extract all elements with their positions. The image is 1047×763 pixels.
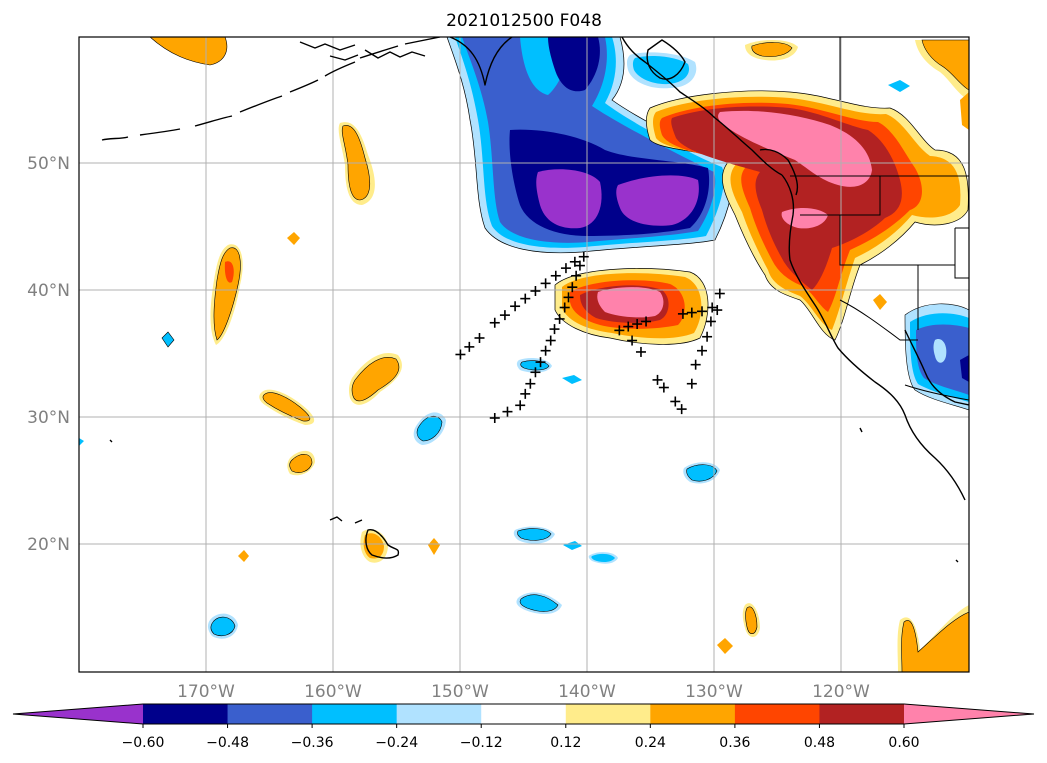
trajectory-marker <box>578 251 589 262</box>
trajectory-marker <box>614 325 625 336</box>
trajectory-marker <box>489 317 500 328</box>
anomaly-fields <box>79 37 969 672</box>
trajectory-marker <box>632 319 643 330</box>
lon-label-140w: 140°W <box>558 682 616 702</box>
gridlines <box>79 37 969 672</box>
map-title: 2021012500 F048 <box>446 11 602 31</box>
trajectory-marker <box>676 404 687 415</box>
colorbar-tick-label: 0.36 <box>719 735 750 751</box>
trajectory-marker <box>658 382 669 393</box>
colorbar-segment <box>312 704 398 724</box>
trajectory-marker <box>535 357 546 368</box>
colorbar-tick-label: −0.48 <box>206 735 249 751</box>
colorbar-tick-label: 0.12 <box>550 735 581 751</box>
colorbar-tick-label: −0.24 <box>375 735 418 751</box>
trajectory-marker <box>714 288 725 299</box>
lat-label-20n: 20°N <box>27 535 70 555</box>
colorbar-under-arrow <box>13 704 143 724</box>
colorbar-segment <box>734 704 820 724</box>
trajectory-marker <box>464 341 475 352</box>
colorbar-segment <box>396 704 482 724</box>
trajectory-marker <box>574 260 585 271</box>
trajectory-marker <box>690 359 701 370</box>
colorbar-segment <box>819 704 905 724</box>
trajectory-marker <box>686 307 697 318</box>
trajectory-marker <box>697 345 707 356</box>
colorbar-segment <box>650 704 736 724</box>
colorbar-segment <box>143 704 229 724</box>
colorbar-tick-label: 0.24 <box>635 735 666 751</box>
trajectory-marker <box>563 292 574 303</box>
colorbar-over-arrow <box>904 704 1034 724</box>
trajectory-marker <box>635 346 646 357</box>
trajectory-marker <box>540 345 551 356</box>
trajectory-marker <box>623 321 634 332</box>
trajectory-marker <box>502 406 513 417</box>
lon-label-130w: 130°W <box>685 682 743 702</box>
positive-anomaly-small-features <box>149 37 969 672</box>
trajectory-marker <box>520 388 531 399</box>
trajectory-marker <box>670 396 681 407</box>
trajectory-marker <box>550 270 561 281</box>
colorbar: −0.60 −0.48 −0.36 −0.24 −0.12 0.12 0.24 0.36 0.4… <box>12 703 1035 751</box>
map-frame <box>78 36 970 673</box>
trajectory-marker <box>569 256 580 267</box>
trajectory-marker <box>540 278 551 289</box>
positive-anomaly-central-pacific <box>554 268 709 345</box>
lat-label-40n: 40°N <box>27 281 70 301</box>
lon-label-120w: 120°W <box>812 682 870 702</box>
negative-anomaly-gulf-of-alaska <box>446 37 734 254</box>
lon-label-170w: 170°W <box>177 682 235 702</box>
map-panel <box>78 36 970 673</box>
lon-label-150w: 150°W <box>431 682 489 702</box>
trajectory-marker <box>702 331 713 342</box>
trajectory-marker <box>686 378 697 389</box>
lat-label-50n: 50°N <box>27 154 70 174</box>
trajectory-marker <box>641 316 652 327</box>
trajectory-marker <box>455 349 466 360</box>
negative-anomaly-small-features <box>79 52 969 639</box>
trajectory-marker <box>545 335 556 346</box>
political-borders <box>790 37 969 401</box>
trajectory-marker <box>677 308 688 319</box>
trajectory-marker <box>510 301 521 312</box>
trajectory-marker <box>652 374 663 385</box>
trajectory-marker <box>530 286 541 296</box>
trajectory-marker <box>489 413 500 423</box>
coastlines <box>101 37 969 563</box>
trajectory-marker <box>515 400 526 411</box>
latitude-labels: 20°N 30°N 40°N 50°N <box>27 154 70 555</box>
colorbar-tick-label: −0.36 <box>291 735 334 751</box>
trajectory-marker <box>474 332 485 343</box>
trajectory-marker <box>705 316 716 327</box>
colorbar-tick-label: −0.60 <box>122 735 165 751</box>
trajectory-marker <box>627 335 638 346</box>
trajectory-marker <box>549 324 560 335</box>
trajectory-marker <box>499 310 510 321</box>
trajectory-marker <box>520 293 531 304</box>
lon-label-160w: 160°W <box>304 682 362 702</box>
colorbar-tick-label: 0.60 <box>888 735 919 751</box>
lat-label-30n: 30°N <box>27 408 70 428</box>
trajectory-marker <box>559 302 570 313</box>
colorbar-segment <box>481 704 567 724</box>
trajectory-marker <box>567 282 578 293</box>
trajectory-marker <box>554 313 565 324</box>
trajectory-markers <box>455 251 725 423</box>
trajectory-marker <box>525 378 536 389</box>
colorbar-tick-label: −0.12 <box>460 735 503 751</box>
trajectory-marker <box>560 263 571 274</box>
trajectory-marker <box>530 367 541 378</box>
trajectory-marker <box>707 302 718 313</box>
colorbar-tick-label: 0.48 <box>804 735 835 751</box>
trajectory-marker <box>571 270 582 281</box>
colorbar-segment <box>565 704 651 724</box>
longitude-labels: 170°W 160°W 150°W 140°W 130°W 120°W <box>177 682 870 702</box>
trajectory-marker <box>712 305 723 316</box>
trajectory-marker <box>697 306 707 317</box>
colorbar-segment <box>227 704 313 724</box>
